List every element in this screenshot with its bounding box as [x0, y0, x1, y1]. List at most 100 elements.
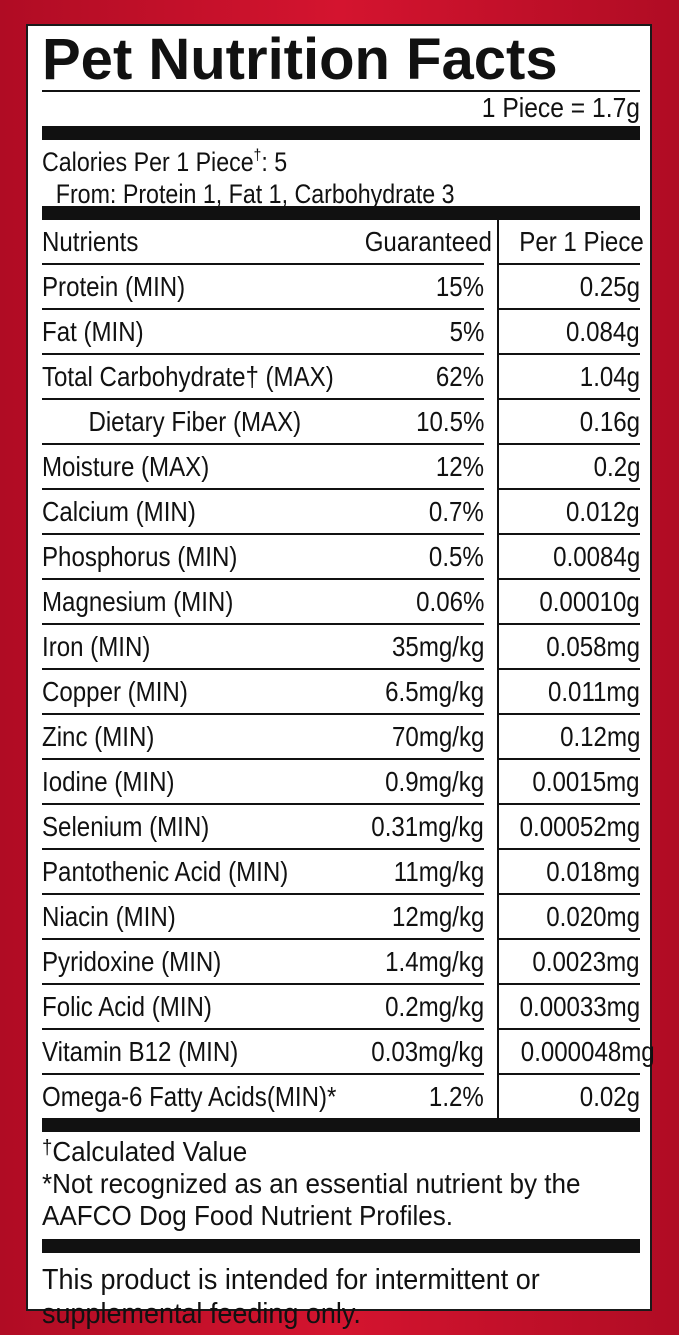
divider-bar	[42, 206, 640, 220]
column-divider	[484, 1074, 499, 1118]
guaranteed-value: 62%	[344, 354, 484, 400]
footnote-not-recognized-line2: AAFCO Dog Food Nutrient Profiles.	[42, 1200, 454, 1231]
calories-line: Calories Per 1 Piece†: 5	[42, 146, 639, 178]
table-row: Iodine (MIN) 0.9mg/kg 0.0015mg	[42, 759, 640, 805]
column-divider	[484, 399, 499, 444]
table-row: Selenium (MIN) 0.31mg/kg 0.00052mg	[42, 804, 640, 850]
table-row: Omega-6 Fatty Acids(MIN)* 1.2% 0.02g	[42, 1074, 640, 1118]
guaranteed-value: 0.31mg/kg	[344, 804, 484, 850]
column-divider	[484, 579, 499, 624]
header-nutrients: Nutrients	[42, 220, 344, 265]
column-divider	[484, 939, 499, 984]
guaranteed-value: 1.2%	[429, 1080, 484, 1112]
table-row: Calcium (MIN) 0.7% 0.012g	[42, 489, 640, 535]
divider-bar	[42, 1239, 640, 1253]
column-divider	[484, 309, 499, 354]
guaranteed-value: 70mg/kg	[344, 714, 484, 760]
column-divider	[484, 489, 499, 534]
page-title: Pet Nutrition Facts	[42, 27, 558, 92]
footnote-calculated: †Calculated Value	[42, 1136, 643, 1168]
guaranteed-value: 35mg/kg	[344, 624, 484, 670]
column-divider	[484, 534, 499, 579]
table-row: Dietary Fiber (MAX) 10.5% 0.16g	[42, 399, 640, 445]
column-divider	[484, 669, 499, 714]
per-piece-value: 0.012g	[498, 489, 640, 535]
nutrient-name: Pantothenic Acid (MIN)	[42, 849, 344, 895]
per-piece-value: 0.084g	[498, 309, 640, 355]
column-divider	[484, 894, 499, 939]
title-rule	[42, 90, 640, 92]
feeding-notice: This product is intended for intermitten…	[42, 1253, 643, 1331]
calories-from: From: Protein 1, Fat 1, Carbohydrate 3	[55, 179, 455, 209]
table-row: Phosphorus (MIN) 0.5% 0.0084g	[42, 534, 640, 580]
nutrient-name: Selenium (MIN)	[42, 804, 344, 850]
per-piece-value: 0.00052mg	[498, 804, 640, 850]
divider-bar	[42, 1118, 640, 1132]
nutrient-name: Moisture (MAX)	[42, 444, 344, 490]
column-divider	[484, 714, 499, 759]
nutrient-name: Copper (MIN)	[42, 669, 344, 715]
nutrient-name: Calcium (MIN)	[42, 489, 344, 535]
guaranteed-value: 0.03mg/kg	[344, 1029, 484, 1075]
footnote-calculated-text: Calculated Value	[52, 1136, 248, 1167]
nutrient-name: Omega-6 Fatty Acids(MIN)*	[42, 1080, 337, 1112]
column-divider	[484, 354, 499, 399]
guaranteed-value: 12%	[344, 444, 484, 490]
guaranteed-value: 0.9mg/kg	[344, 759, 484, 805]
nutrient-name: Iron (MIN)	[42, 624, 344, 670]
dagger-symbol: †	[42, 1137, 53, 1159]
column-divider	[484, 444, 499, 489]
guaranteed-value: 6.5mg/kg	[344, 669, 484, 715]
calories-block: Calories Per 1 Piece†: 5 From: Protein 1…	[42, 140, 639, 209]
per-piece-value: 0.0015mg	[498, 759, 640, 805]
nutrient-name: Magnesium (MIN)	[42, 579, 344, 625]
asterisk-symbol: *	[42, 1168, 53, 1199]
calories-value: : 5	[261, 147, 288, 177]
table-row: Iron (MIN) 35mg/kg 0.058mg	[42, 624, 640, 670]
per-piece-value: 0.058mg	[498, 624, 640, 670]
nutrient-name: Fat (MIN)	[42, 309, 344, 355]
table-row: Moisture (MAX) 12% 0.2g	[42, 444, 640, 490]
guaranteed-value: 0.5%	[344, 534, 484, 580]
nutrient-name: Dietary Fiber (MAX)	[42, 399, 344, 445]
dagger-mark: †	[253, 147, 262, 164]
nutrient-name: Vitamin B12 (MIN)	[42, 1029, 344, 1075]
footnotes: †Calculated Value *Not recognized as an …	[42, 1132, 640, 1239]
per-piece-value: 0.25g	[498, 264, 640, 310]
per-piece-value: 0.02g	[579, 1080, 640, 1112]
nutrients-table: Nutrients Guaranteed Per 1 Piece Protein…	[42, 220, 655, 1118]
column-divider	[484, 804, 499, 849]
guaranteed-value: 1.4mg/kg	[344, 939, 484, 985]
column-divider	[484, 264, 499, 309]
guaranteed-value: 11mg/kg	[344, 849, 484, 895]
nutrient-name: Niacin (MIN)	[42, 894, 344, 940]
table-row: Zinc (MIN) 70mg/kg 0.12mg	[42, 714, 640, 760]
nutrient-name: Iodine (MIN)	[42, 759, 344, 805]
per-piece-value: 0.011mg	[498, 669, 640, 715]
guaranteed-value: 0.2mg/kg	[344, 984, 484, 1030]
feeding-notice-line1: This product is intended for intermitten…	[42, 1264, 540, 1296]
column-divider	[484, 759, 499, 804]
guaranteed-value: 15%	[344, 264, 484, 310]
table-row: Protein (MIN) 15% 0.25g	[42, 264, 640, 310]
per-piece-value: 0.018mg	[498, 849, 640, 895]
per-piece-value: 0.0023mg	[498, 939, 640, 985]
per-piece-value: 1.04g	[498, 354, 640, 400]
per-piece-value: 0.0084g	[498, 534, 640, 580]
panel-content: Pet Nutrition Facts 1 Piece = 1.7g Calor…	[42, 26, 655, 1331]
guaranteed-value: 10.5%	[344, 399, 484, 445]
table-row: Niacin (MIN) 12mg/kg 0.020mg	[42, 894, 640, 940]
guaranteed-value: 12mg/kg	[344, 894, 484, 940]
per-piece-value: 0.00033mg	[498, 984, 640, 1030]
guaranteed-value: 0.06%	[344, 579, 484, 625]
per-piece-value: 0.020mg	[498, 894, 640, 940]
table-header-row: Nutrients Guaranteed Per 1 Piece	[42, 220, 644, 265]
nutrient-name: Pyridoxine (MIN)	[42, 939, 344, 985]
calories-label: Calories Per 1 Piece	[42, 147, 254, 177]
header-guaranteed: Guaranteed	[344, 220, 492, 265]
guaranteed-value: 0.7%	[344, 489, 484, 535]
footnote-not-recognized: *Not recognized as an essential nutrient…	[42, 1168, 643, 1200]
nutrient-name: Phosphorus (MIN)	[42, 534, 344, 580]
column-divider	[484, 220, 499, 264]
column-divider	[484, 624, 499, 669]
